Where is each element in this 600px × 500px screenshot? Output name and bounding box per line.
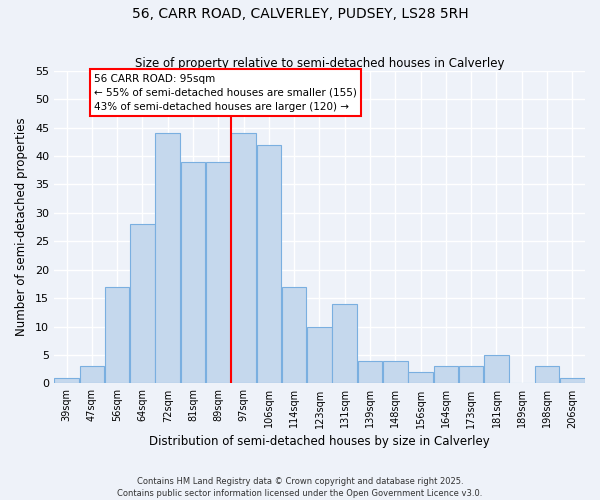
Bar [358,360,382,384]
Bar [181,162,205,384]
Bar [484,355,509,384]
Bar [459,366,484,384]
Bar [332,304,357,384]
Bar [55,378,79,384]
Text: 56, CARR ROAD, CALVERLEY, PUDSEY, LS28 5RH: 56, CARR ROAD, CALVERLEY, PUDSEY, LS28 5… [131,8,469,22]
Y-axis label: Number of semi-detached properties: Number of semi-detached properties [15,118,28,336]
Bar [535,366,559,384]
Bar [232,133,256,384]
Bar [434,366,458,384]
Bar [409,372,433,384]
Bar [282,287,307,384]
X-axis label: Distribution of semi-detached houses by size in Calverley: Distribution of semi-detached houses by … [149,434,490,448]
Text: 56 CARR ROAD: 95sqm
← 55% of semi-detached houses are smaller (155)
43% of semi-: 56 CARR ROAD: 95sqm ← 55% of semi-detach… [94,74,357,112]
Bar [383,360,407,384]
Bar [307,326,332,384]
Text: Contains HM Land Registry data © Crown copyright and database right 2025.
Contai: Contains HM Land Registry data © Crown c… [118,476,482,498]
Bar [80,366,104,384]
Bar [130,224,155,384]
Bar [105,287,130,384]
Title: Size of property relative to semi-detached houses in Calverley: Size of property relative to semi-detach… [135,56,504,70]
Bar [155,133,180,384]
Bar [206,162,230,384]
Bar [560,378,584,384]
Bar [257,144,281,384]
